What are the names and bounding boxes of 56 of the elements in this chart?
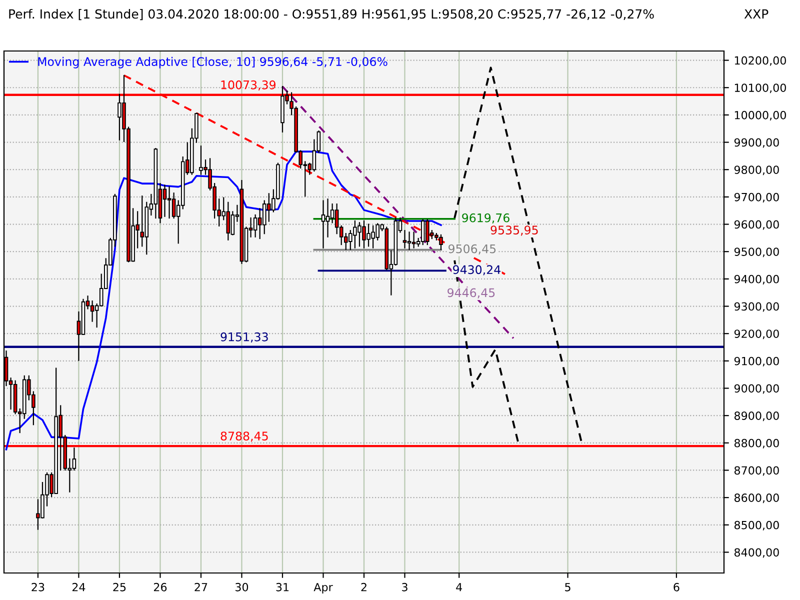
candlestick — [230, 211, 235, 236]
y-tick-label: 8400,00 — [734, 548, 779, 558]
x-tick-label: 31 — [276, 582, 289, 592]
ref-line-label: 9151,33 — [220, 332, 268, 343]
series-label: 9619,76 — [462, 213, 510, 224]
annotation: 9535,95 — [490, 226, 538, 236]
y-tick-label: 9700,00 — [734, 192, 779, 202]
candlestick — [253, 214, 258, 238]
x-tick-label: 30 — [236, 582, 248, 592]
candlestick — [326, 198, 330, 238]
x-tick-label: 24 — [72, 582, 86, 592]
y-tick-label: 9100,00 — [734, 356, 779, 366]
y-tick-label: 10100,00 — [734, 84, 786, 94]
x-tick-label: 23 — [32, 582, 44, 592]
y-tick-label: 9800,00 — [734, 166, 779, 176]
y-tick-label: 8500,00 — [734, 520, 779, 530]
x-tick-label: Apr — [314, 583, 333, 594]
x-tick-label: 2 — [361, 582, 366, 592]
y-tick-label: 9900,00 — [734, 138, 779, 148]
candlestick — [407, 232, 412, 250]
y-tick-label: 8800,00 — [734, 438, 779, 448]
x-tick-label: 3 — [402, 582, 408, 592]
ref-line-label: 10073,39 — [221, 80, 276, 91]
y-tick-label: 8600,00 — [734, 494, 779, 504]
legend-label: Moving Average Adaptive [Close, 10] 9596,64 -5,71 -0,06% — [38, 56, 388, 68]
y-tick-label: 9200,00 — [734, 330, 779, 340]
x-tick-label: 25 — [113, 582, 126, 592]
y-tick-label: 9400,00 — [734, 274, 779, 284]
chart-title: Perf. Index [1 Stunde] 03.04.2020 18:00:00 - O:9551,89 H:9561,95 L:9508,20 C:9525,77 -26,12 -0,27% — [9, 9, 654, 20]
candlestick — [72, 448, 76, 471]
x-tick-label: 6 — [674, 582, 680, 592]
series-label: 9506,45 — [448, 244, 496, 254]
series-label: 9430,24 — [453, 265, 500, 276]
line-series — [5, 150, 442, 450]
candlestick — [321, 200, 326, 248]
y-tick-label: 9600,00 — [734, 220, 779, 230]
y-tick-label: 9300,00 — [734, 302, 779, 312]
x-tick-label: 4 — [456, 583, 462, 592]
x-tick-label: 27 — [194, 582, 208, 592]
y-tick-label: 8700,00 — [734, 466, 779, 476]
y-tick-label: 8900,00 — [734, 412, 779, 422]
candlestick — [90, 300, 94, 322]
annotation: 9446,45 — [448, 288, 495, 298]
candlestick — [162, 184, 167, 217]
y-tick-label: 9000,00 — [734, 384, 779, 394]
y-tick-label: 9500,00 — [734, 248, 779, 258]
text: XXP — [744, 9, 768, 18]
candlestick — [167, 186, 172, 219]
y-tick-label: 10200,00 — [734, 56, 786, 66]
ref-line-label: 8788,45 — [220, 432, 268, 442]
candlestick — [402, 230, 407, 248]
x-tick-label: 5 — [565, 583, 570, 592]
candlestick — [334, 203, 339, 234]
x-tick-label: 26 — [154, 582, 167, 592]
candlestick — [172, 192, 176, 219]
y-tick-label: 10000,00 — [734, 110, 786, 120]
